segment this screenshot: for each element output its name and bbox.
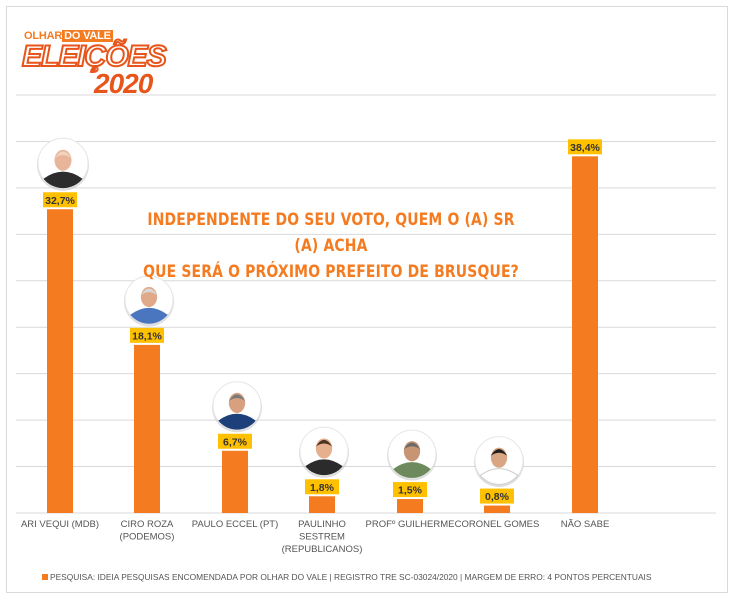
category-label: PAULINHO xyxy=(298,519,346,530)
legend-source-text: PESQUISA: IDEIA PESQUISAS ENCOMENDADA PO… xyxy=(50,572,652,582)
category-label: CORONEL GOMES xyxy=(455,519,540,530)
data-label: 6,7% xyxy=(223,436,248,448)
category-label: CIRO ROZA xyxy=(121,519,174,530)
data-label: 38,4% xyxy=(570,142,600,154)
olhar-do-vale-logo: OLHAR DO VALE ELEIÇÕES 2020 xyxy=(21,30,172,100)
logo-title: ELEIÇÕES xyxy=(21,40,168,73)
logo-brand: OLHAR DO VALE xyxy=(24,30,113,42)
chart-legend: PESQUISA: IDEIA PESQUISAS ENCOMENDADA PO… xyxy=(42,572,651,582)
chart-question: INDEPENDENTE DO SEU VOTO, QUEM O (A) SR … xyxy=(138,207,523,285)
data-label: 0,8% xyxy=(485,491,510,503)
bar xyxy=(484,505,510,513)
data-label-bg xyxy=(393,482,427,498)
bar xyxy=(572,156,598,513)
candidate-photo xyxy=(212,381,262,433)
category-label: (REPUBLICANOS) xyxy=(282,544,363,555)
bar xyxy=(309,496,335,513)
data-label-bg xyxy=(305,479,339,495)
data-label-bg xyxy=(43,192,77,208)
logo-year: 2020 xyxy=(94,68,153,99)
category-label: ARI VEQUI (MDB) xyxy=(21,519,99,530)
data-label: 32,7% xyxy=(45,195,75,207)
data-label: 18,1% xyxy=(132,330,162,342)
bar xyxy=(222,450,248,513)
data-label-bg xyxy=(480,488,514,504)
category-label: PROFº GUILHERME xyxy=(366,519,455,530)
candidate-photo xyxy=(299,426,349,478)
data-label-bg xyxy=(218,433,252,449)
chart-question-line-1: INDEPENDENTE DO SEU VOTO, QUEM O (A) SR … xyxy=(147,210,515,256)
candidate-photo xyxy=(124,275,174,327)
data-label-bg xyxy=(568,139,602,155)
bar xyxy=(134,344,160,513)
data-label: 1,8% xyxy=(310,482,335,494)
category-label: (PODEMOS) xyxy=(120,532,175,543)
chart-question-line-2: QUE SERÁ O PRÓXIMO PREFEITO DE BRUSQUE? xyxy=(143,262,519,282)
data-label-bg xyxy=(130,327,164,343)
category-label: SESTREM xyxy=(299,532,345,543)
candidate-photo xyxy=(474,436,524,488)
legend-swatch xyxy=(42,574,48,580)
bar xyxy=(397,499,423,513)
data-label: 1,5% xyxy=(398,485,423,497)
candidate-photo xyxy=(37,137,89,191)
bar xyxy=(47,209,73,513)
category-label: NÃO SABE xyxy=(561,519,610,530)
candidate-photo xyxy=(387,429,437,481)
category-label: PAULO ECCEL (PT) xyxy=(192,519,279,530)
